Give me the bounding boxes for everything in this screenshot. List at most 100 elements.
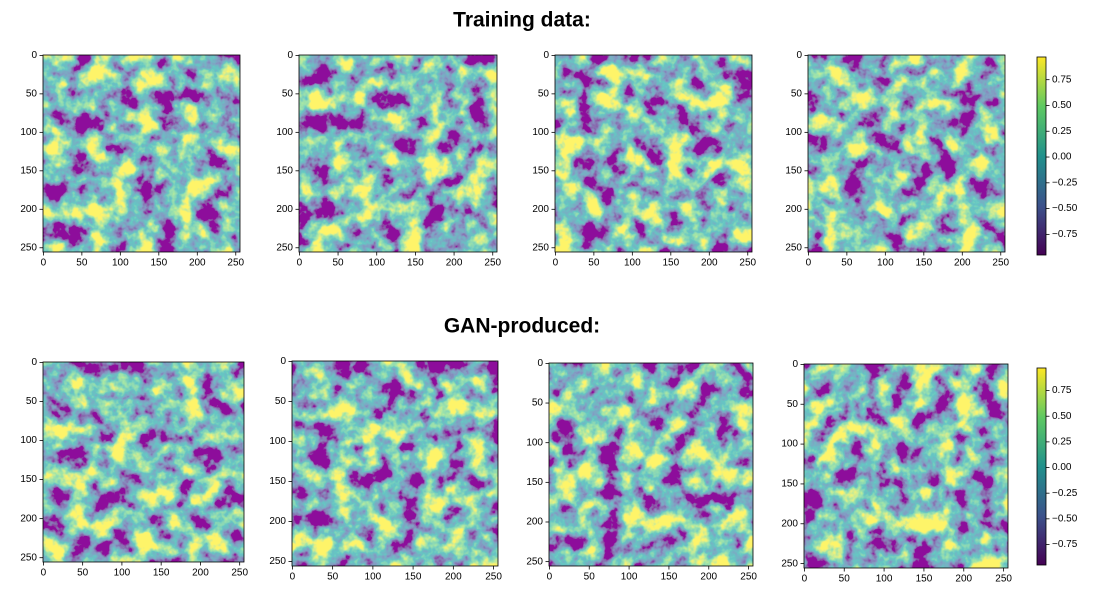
y-tick-label: 100: [785, 127, 802, 138]
x-tick-label: 50: [839, 574, 851, 585]
y-tick-label: 0: [31, 357, 37, 368]
y-tick-label: 200: [526, 517, 543, 528]
x-tick-label: 0: [802, 574, 808, 585]
y-tick-label: 250: [269, 556, 286, 567]
y-tick-label: 100: [269, 436, 286, 447]
y-tick-label: 250: [20, 242, 37, 253]
y-tick-label: 150: [532, 165, 549, 176]
x-tick-label: 200: [445, 572, 462, 583]
colorbar-tick-label: 0.50: [1052, 100, 1072, 111]
colorbar-tick-label: −0.50: [1052, 513, 1078, 524]
y-tick-label: 200: [532, 204, 549, 215]
y-tick-label: 150: [785, 165, 802, 176]
y-tick-label: 100: [20, 127, 37, 138]
x-tick-label: 150: [407, 258, 424, 269]
axes-frame: [42, 54, 241, 253]
x-tick-label: 150: [405, 572, 422, 583]
y-tick-label: 250: [781, 558, 798, 569]
heatmap-image: [804, 364, 1008, 568]
heatmap-image: [43, 362, 244, 562]
y-tick-label: 50: [275, 396, 287, 407]
y-tick-label: 50: [787, 399, 799, 410]
x-tick-label: 250: [485, 572, 502, 583]
y-tick-label: 0: [287, 50, 293, 61]
x-tick-label: 250: [231, 568, 248, 579]
y-tick-label: 0: [543, 50, 549, 61]
x-tick-label: 200: [192, 568, 209, 579]
y-tick-label: 50: [282, 89, 294, 100]
y-tick-label: 250: [526, 556, 543, 567]
x-tick-label: 100: [368, 258, 385, 269]
x-tick-label: 150: [916, 574, 933, 585]
heatmap-image: [299, 55, 497, 252]
heatmap-image: [555, 55, 752, 252]
colorbar-tick-label: 0.00: [1052, 462, 1072, 473]
x-tick-label: 0: [41, 568, 47, 579]
heatmap-image: [43, 55, 240, 252]
row-title: GAN-produced:: [444, 315, 600, 338]
y-tick-label: 150: [276, 165, 293, 176]
y-tick-label: 100: [532, 127, 549, 138]
y-tick-label: 50: [538, 89, 550, 100]
x-tick-label: 250: [740, 572, 757, 583]
y-tick-label: 150: [20, 165, 37, 176]
row-title: Training data:: [453, 9, 591, 32]
axes-frame: [554, 54, 753, 253]
x-tick-label: 100: [112, 258, 129, 269]
x-tick-label: 50: [588, 258, 600, 269]
x-tick-label: 150: [150, 258, 167, 269]
x-tick-label: 200: [700, 572, 717, 583]
colorbar-tick-label: −0.75: [1052, 229, 1078, 240]
x-tick-label: 150: [662, 258, 679, 269]
y-tick-label: 150: [781, 479, 798, 490]
y-tick-label: 200: [276, 204, 293, 215]
axes-frame: [42, 361, 245, 563]
y-tick-label: 200: [20, 513, 37, 524]
x-tick-label: 50: [76, 258, 88, 269]
x-tick-label: 100: [621, 572, 638, 583]
colorbar-tick-label: 0.00: [1052, 152, 1072, 163]
colorbar-tick-label: −0.75: [1052, 539, 1078, 550]
x-tick-label: 200: [955, 574, 972, 585]
x-tick-label: 150: [153, 568, 170, 579]
y-tick-label: 150: [20, 474, 37, 485]
y-tick-label: 100: [20, 435, 37, 446]
heatmap-image: [808, 55, 1005, 252]
x-tick-label: 150: [661, 572, 678, 583]
y-tick-label: 100: [526, 437, 543, 448]
x-tick-label: 50: [841, 258, 853, 269]
x-tick-label: 0: [806, 258, 812, 269]
y-tick-label: 50: [26, 89, 38, 100]
colorbar-tick-label: −0.25: [1052, 488, 1078, 499]
x-tick-label: 100: [114, 568, 131, 579]
x-tick-label: 100: [876, 574, 893, 585]
y-tick-label: 200: [20, 204, 37, 215]
x-tick-label: 50: [327, 572, 339, 583]
colorbar-tick-label: 0.75: [1052, 385, 1072, 396]
x-tick-label: 0: [553, 258, 559, 269]
x-tick-label: 100: [365, 572, 382, 583]
colorbar-tick-label: −0.50: [1052, 203, 1078, 214]
axes-frame: [548, 362, 754, 567]
x-tick-label: 200: [701, 258, 718, 269]
x-tick-label: 50: [584, 572, 596, 583]
x-tick-label: 200: [954, 258, 971, 269]
y-tick-label: 250: [276, 242, 293, 253]
x-tick-label: 250: [227, 258, 244, 269]
x-tick-label: 0: [297, 258, 303, 269]
y-tick-label: 100: [781, 439, 798, 450]
x-tick-label: 0: [290, 572, 296, 583]
y-tick-label: 200: [781, 518, 798, 529]
x-tick-label: 250: [995, 574, 1012, 585]
x-tick-label: 200: [189, 258, 206, 269]
colorbar-tick-label: −0.25: [1052, 177, 1078, 188]
heatmap-image: [549, 363, 753, 566]
heatmap-image: [292, 361, 498, 566]
y-tick-label: 0: [31, 50, 37, 61]
y-tick-label: 0: [280, 356, 286, 367]
x-tick-label: 250: [484, 258, 501, 269]
x-tick-label: 100: [624, 258, 641, 269]
x-tick-label: 50: [77, 568, 89, 579]
axes-frame: [803, 363, 1009, 569]
